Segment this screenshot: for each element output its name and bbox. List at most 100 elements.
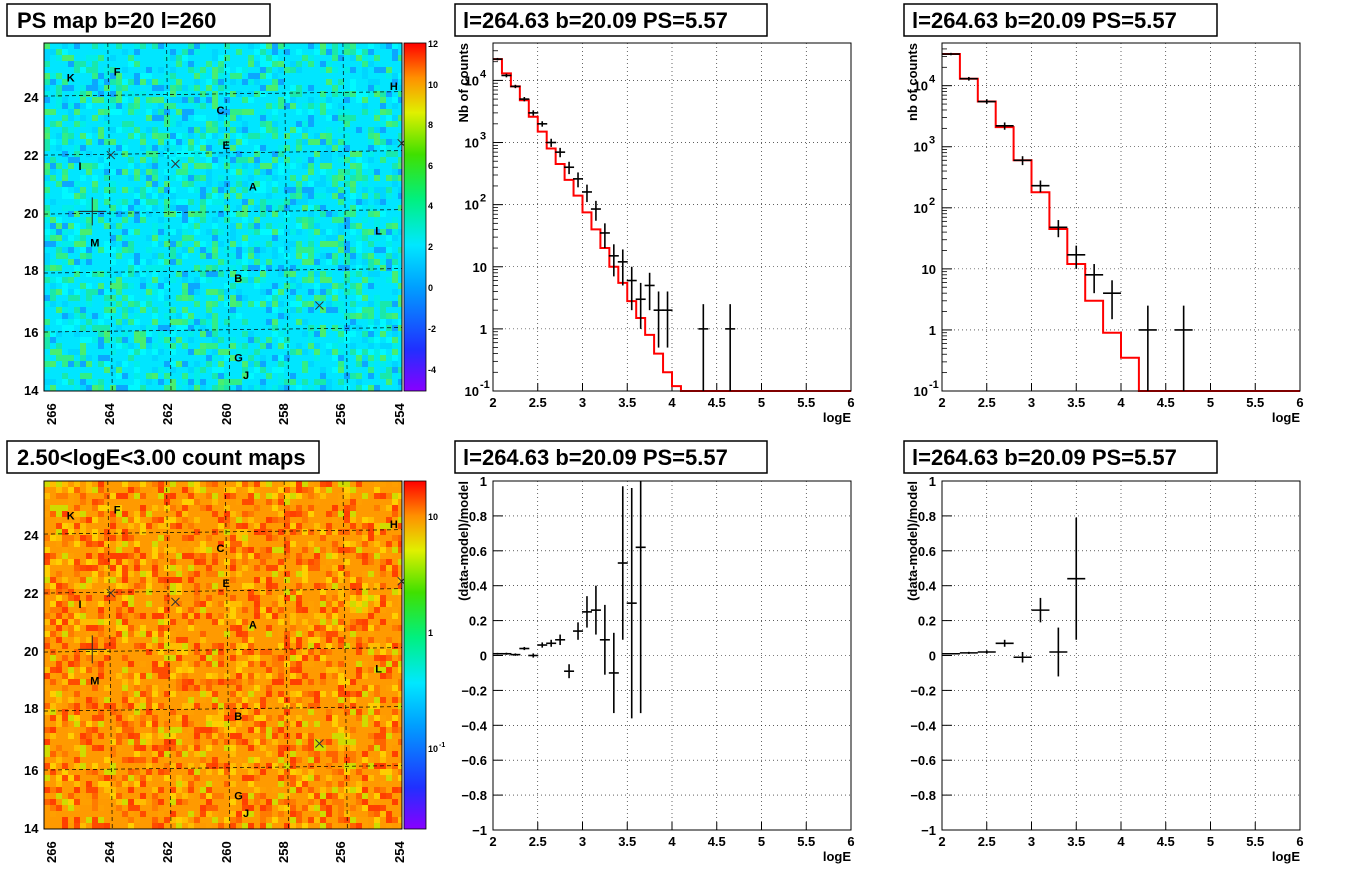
map-pixel <box>122 127 128 133</box>
map-pixel <box>260 379 266 385</box>
map-pixel <box>356 289 362 295</box>
map-pixel <box>386 373 392 379</box>
map-pixel <box>248 679 254 685</box>
map-pixel <box>338 619 344 625</box>
map-pixel <box>206 307 212 313</box>
map-pixel <box>182 295 188 301</box>
map-pixel <box>290 595 296 601</box>
map-pixel <box>314 229 320 235</box>
map-pixel <box>320 169 326 175</box>
map-pixel <box>350 787 356 793</box>
map-pixel <box>230 487 236 493</box>
map-pixel <box>266 193 272 199</box>
x-tick-label: 5.5 <box>797 834 815 849</box>
map-pixel <box>146 703 152 709</box>
map-pixel <box>296 67 302 73</box>
map-pixel <box>368 319 374 325</box>
map-pixel <box>218 337 224 343</box>
map-pixel <box>134 313 140 319</box>
map-pixel <box>158 661 164 667</box>
map-pixel <box>44 703 50 709</box>
map-pixel <box>224 517 230 523</box>
map-pixel <box>92 325 98 331</box>
map-pixel <box>62 721 68 727</box>
map-pixel <box>398 517 402 523</box>
map-pixel <box>332 67 338 73</box>
map-pixel <box>152 673 158 679</box>
map-pixel <box>254 481 260 487</box>
map-pixel <box>278 493 284 499</box>
map-pixel <box>260 271 266 277</box>
map-pixel <box>80 121 86 127</box>
map-pixel <box>290 619 296 625</box>
map-pixel <box>140 715 146 721</box>
map-pixel <box>254 49 260 55</box>
map-pixel <box>182 781 188 787</box>
map-pixel <box>50 769 56 775</box>
map-pixel <box>236 625 242 631</box>
map-pixel <box>68 649 74 655</box>
map-pixel <box>44 91 50 97</box>
x-marker-icon <box>315 301 324 310</box>
map-pixel <box>218 241 224 247</box>
map-pixel <box>236 343 242 349</box>
map-pixel <box>326 631 332 637</box>
map-pixel <box>266 715 272 721</box>
map-pixel <box>128 625 134 631</box>
map-pixel <box>134 805 140 811</box>
map-pixel <box>386 235 392 241</box>
map-pixel <box>350 511 356 517</box>
map-pixel <box>140 757 146 763</box>
map-pixel <box>398 283 402 289</box>
ps-map-colorbar-frame <box>403 42 427 392</box>
map-pixel <box>368 373 374 379</box>
map-pixel <box>62 139 68 145</box>
map-pixel <box>194 697 200 703</box>
map-pixel <box>368 307 374 313</box>
map-pixel <box>152 181 158 187</box>
map-pixel <box>254 61 260 67</box>
map-pixel <box>272 235 278 241</box>
map-pixel <box>194 211 200 217</box>
map-pixel <box>338 127 344 133</box>
map-pixel <box>338 799 344 805</box>
map-pixel <box>194 649 200 655</box>
map-pixel <box>176 721 182 727</box>
map-pixel <box>146 115 152 121</box>
map-pixel <box>152 43 158 49</box>
map-pixel <box>296 253 302 259</box>
y-tick-label: −0.6 <box>461 753 487 768</box>
map-pixel <box>134 631 140 637</box>
map-pixel <box>242 523 248 529</box>
map-pixel <box>50 763 56 769</box>
map-pixel <box>146 373 152 379</box>
map-pixel <box>320 97 326 103</box>
map-pixel <box>242 331 248 337</box>
map-pixel <box>260 343 266 349</box>
map-pixel <box>344 211 350 217</box>
map-pixel <box>362 109 368 115</box>
map-pixel <box>194 607 200 613</box>
map-pixel <box>332 139 338 145</box>
map-pixel <box>242 535 248 541</box>
grid-parallel <box>43 529 403 535</box>
map-pixel <box>314 223 320 229</box>
map-pixel <box>230 607 236 613</box>
map-pixel <box>110 223 116 229</box>
map-pixel <box>164 631 170 637</box>
map-pixel <box>68 235 74 241</box>
map-pixel <box>242 793 248 799</box>
source-label-g: G <box>234 353 243 365</box>
map-pixel <box>140 571 146 577</box>
map-pixel <box>350 643 356 649</box>
map-pixel <box>62 715 68 721</box>
map-pixel <box>50 607 56 613</box>
map-pixel <box>176 97 182 103</box>
map-pixel <box>284 49 290 55</box>
map-pixel <box>284 481 290 487</box>
map-pixel <box>254 607 260 613</box>
map-pixel <box>74 61 80 67</box>
map-pixel <box>272 571 278 577</box>
map-pixel <box>218 769 224 775</box>
map-pixel <box>344 493 350 499</box>
